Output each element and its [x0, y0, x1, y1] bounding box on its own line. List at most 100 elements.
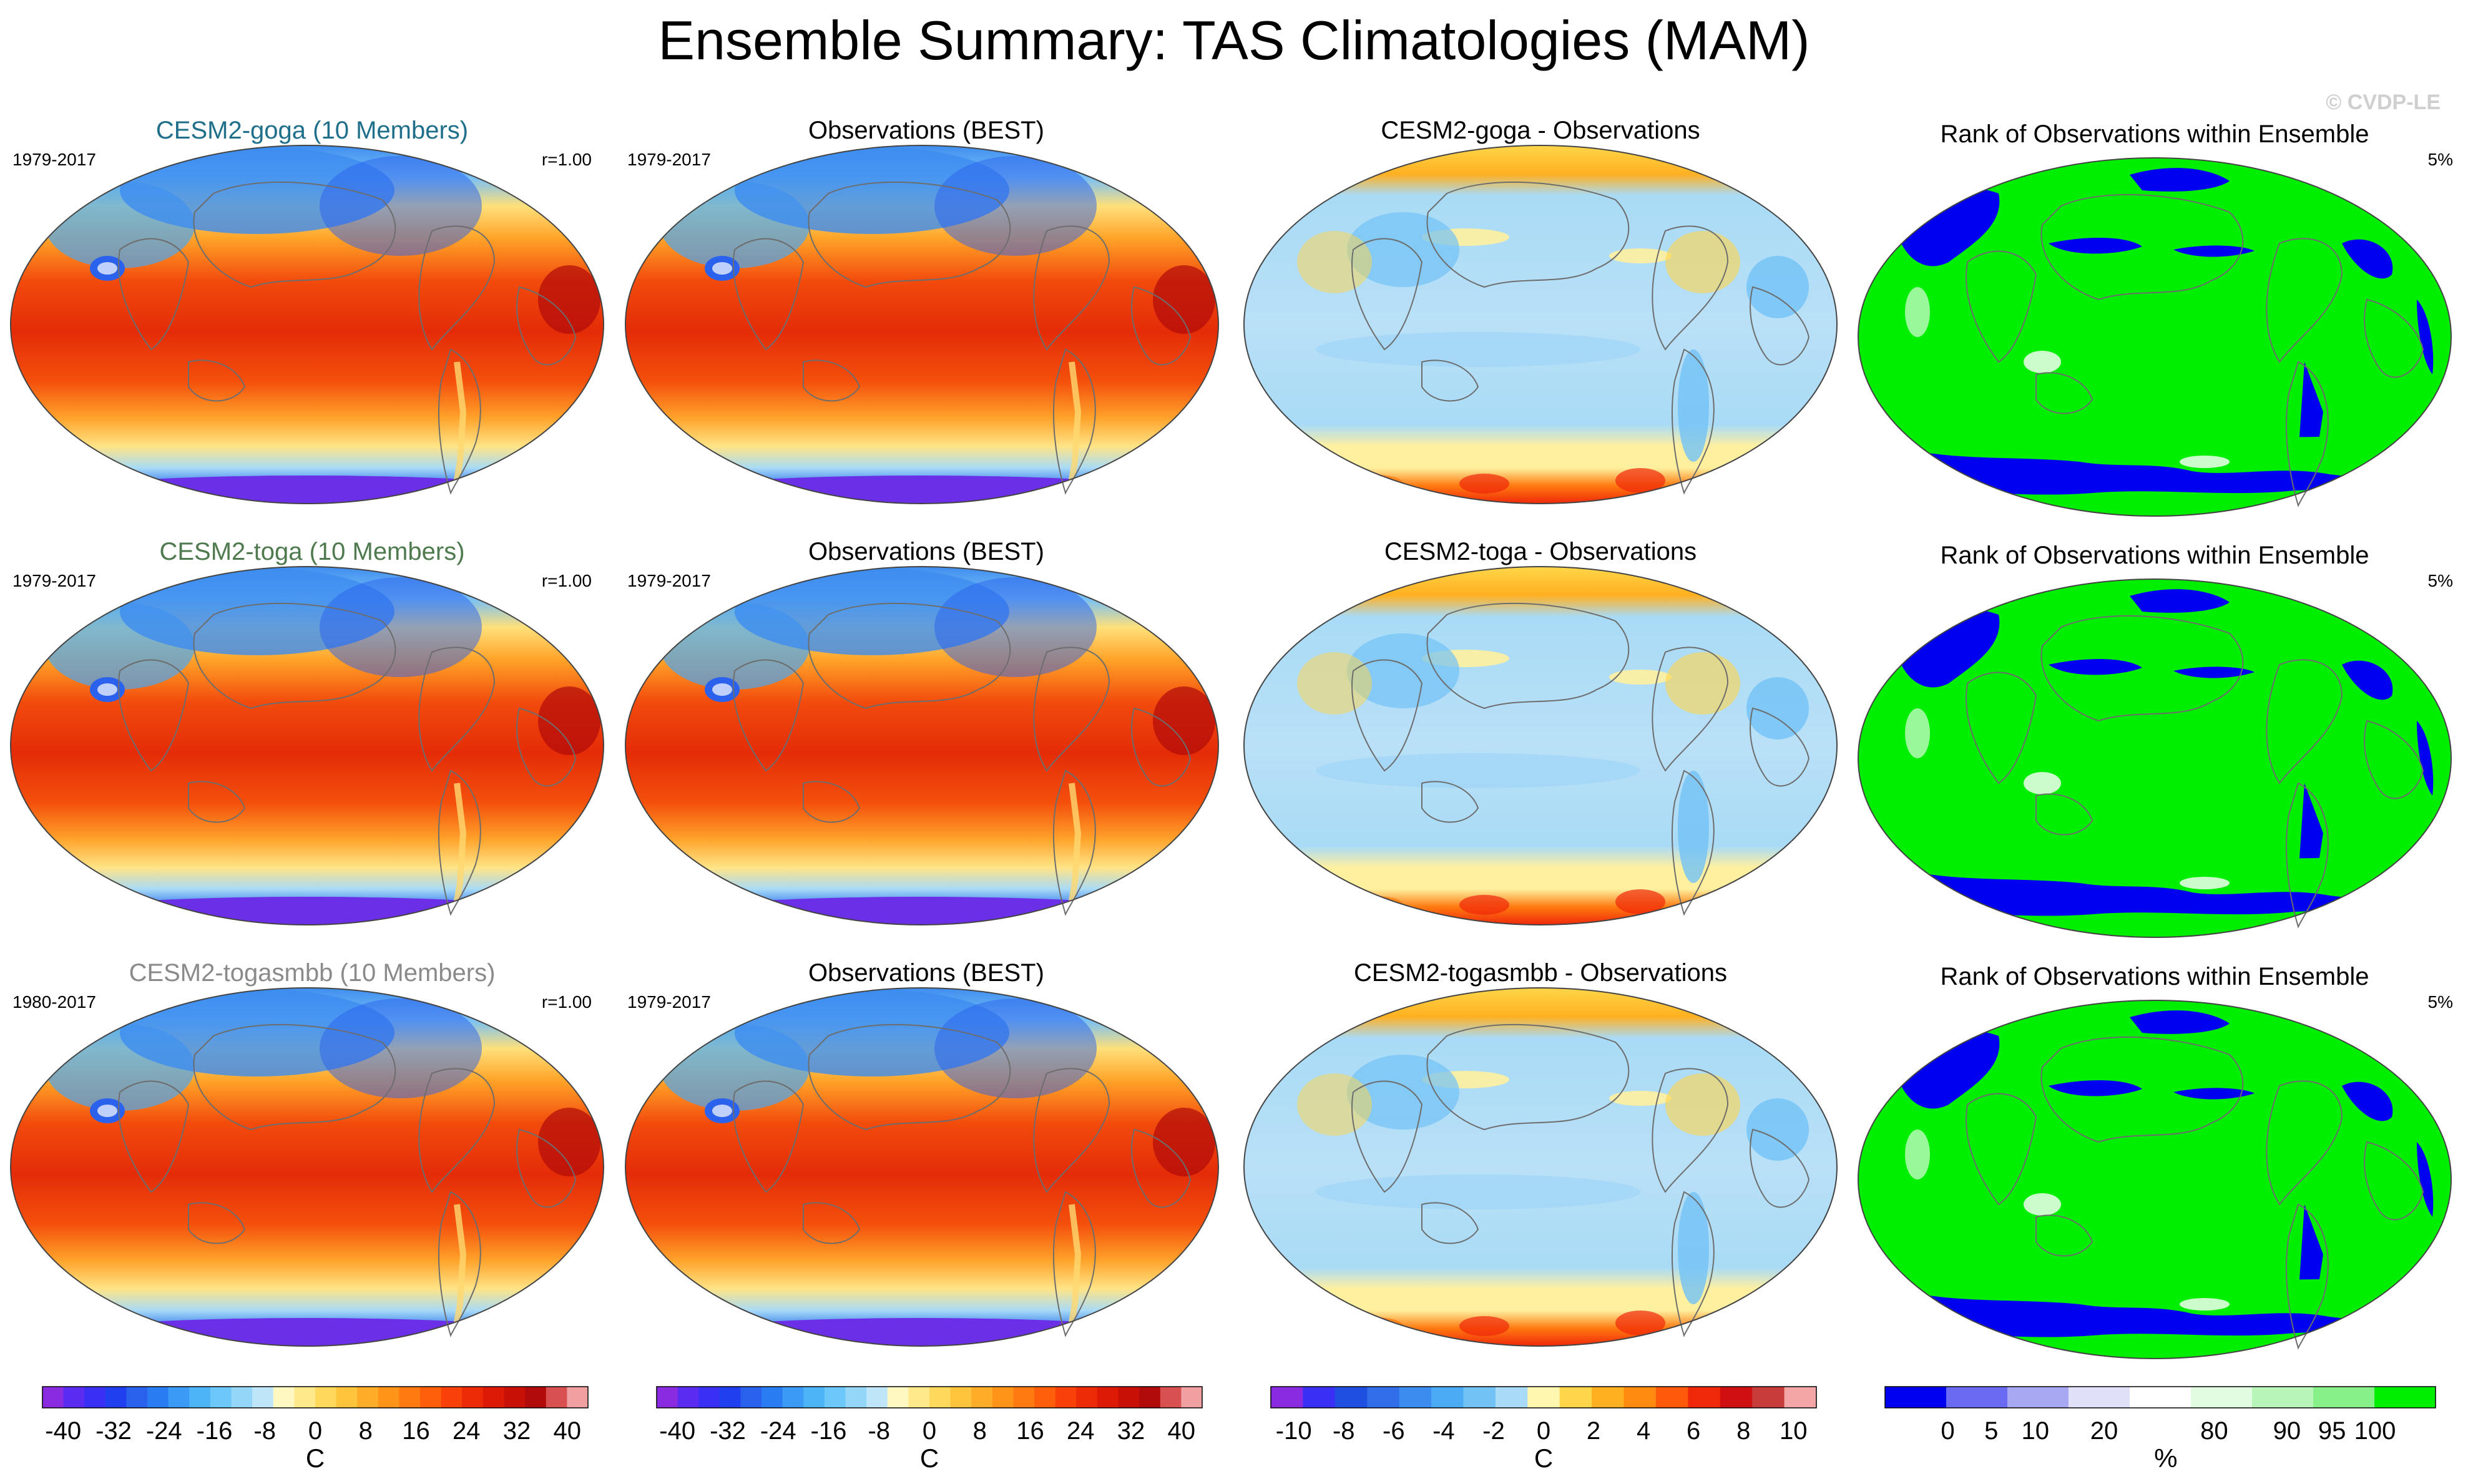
cb-diff-tick-label: -2: [1482, 1417, 1505, 1445]
cb-rank-swatch: [2007, 1387, 2069, 1408]
row3-pattern-corr: r=1.00: [542, 992, 592, 1012]
cb-tas2-tick-label: 40: [1168, 1417, 1196, 1445]
cb-tas1-swatch: [63, 1387, 85, 1408]
row1-obs-title: Observations (BEST): [808, 117, 1044, 144]
cb-rank-tick-label: 20: [2090, 1417, 2118, 1445]
cb-diff-swatch: [1463, 1387, 1496, 1408]
row2-diff-map: [1244, 567, 1837, 925]
cb-tas2-tick-label: 32: [1117, 1417, 1145, 1445]
cb-rank-border: [1884, 1386, 2436, 1408]
cb-tas1-swatch: [168, 1387, 190, 1408]
cb-tas2-swatch: [845, 1387, 867, 1408]
cb-tas2-swatch: [698, 1387, 720, 1408]
cb-diff-swatch: [1271, 1387, 1303, 1408]
cb-tas1-tick-label: -16: [197, 1417, 233, 1445]
row2-obs-years: 1979-2017: [627, 571, 711, 590]
cb-tas2-tick-label: -40: [659, 1417, 695, 1445]
cb-rank-swatch: [2374, 1387, 2436, 1408]
cb-diff-swatch: [1623, 1387, 1657, 1408]
row1-obs-map: [625, 145, 1218, 513]
cb-diff-swatch: [1431, 1387, 1464, 1408]
cb-tas1-swatch: [126, 1387, 148, 1408]
cb-tas1-swatch: [84, 1387, 106, 1408]
row2-model-map: [11, 567, 604, 934]
cb-tas1-swatch: [420, 1387, 442, 1408]
row1-model-years: 1979-2017: [12, 150, 96, 169]
cb-diff-swatch: [1559, 1387, 1592, 1408]
cb-tas2-swatch: [971, 1387, 993, 1408]
cb-tas2-swatch: [677, 1387, 699, 1408]
cb-tas1-swatch: [378, 1387, 399, 1408]
cb-tas2-swatch: [803, 1387, 825, 1408]
cb-tas2-tick-label: -24: [760, 1417, 796, 1445]
cb-tas1-swatch: [105, 1387, 127, 1408]
cb-diff-unit: C: [1534, 1443, 1553, 1473]
row1-pattern-corr: r=1.00: [542, 150, 592, 169]
cb-tas1-swatch: [441, 1387, 463, 1408]
cb-tas1-swatch: [42, 1387, 64, 1408]
colorbar-temperature-2: -40 -32 -24 -16 -8 0 8 16 24 32 40 C: [656, 1386, 1203, 1473]
cb-tas1-swatch: [294, 1387, 316, 1408]
cb-tas1-tick-label: 32: [503, 1417, 531, 1445]
cb-diff-tick-label: -10: [1276, 1417, 1312, 1445]
cb-tas1-swatch: [546, 1387, 567, 1408]
cb-rank-tick-label: 95: [2318, 1417, 2346, 1445]
cb-diff-swatch: [1303, 1387, 1336, 1408]
cb-tas2-swatch: [1013, 1387, 1035, 1408]
cb-tas2-swatch: [1076, 1387, 1098, 1408]
cb-rank-swatch: [2069, 1387, 2130, 1408]
cb-rank-tick-label: 80: [2200, 1417, 2228, 1445]
cb-tas1-swatch: [336, 1387, 358, 1408]
cb-diff-tick-label: 2: [1587, 1417, 1600, 1445]
cb-tas2-swatch: [866, 1387, 888, 1408]
cb-rank-swatch: [1946, 1387, 2008, 1408]
cb-tas2-swatch: [1118, 1387, 1140, 1408]
cb-tas1-swatch: [210, 1387, 232, 1408]
cb-tas1-swatch: [504, 1387, 526, 1408]
cb-diff-tick-label: 4: [1637, 1417, 1650, 1445]
figure-title: Ensemble Summary: TAS Climatologies (MAM…: [658, 9, 1809, 71]
cb-tas2-border: [656, 1386, 1203, 1408]
watermark: © CVDP-LE: [2326, 90, 2441, 114]
cb-diff-swatch: [1720, 1387, 1753, 1408]
row-1: CESM2-goga (10 Members) 1979-2017 r=1.00…: [11, 117, 2453, 516]
row2-obs-title: Observations (BEST): [808, 538, 1044, 565]
row2-model-years: 1979-2017: [12, 571, 96, 590]
cb-diff-tick-label: -4: [1432, 1417, 1455, 1445]
row3-diff-map: [1244, 988, 1837, 1346]
cb-tas1-tick-label: 8: [359, 1417, 373, 1445]
row1-diff-title: CESM2-goga - Observations: [1381, 117, 1700, 144]
cb-tas2-swatch: [887, 1387, 909, 1408]
cb-tas2-swatch: [782, 1387, 804, 1408]
cb-tas1-swatch: [567, 1387, 589, 1408]
cb-tas1-swatch: [525, 1387, 547, 1408]
row1-model-map: [11, 145, 604, 513]
cb-diff-swatch: [1752, 1387, 1785, 1408]
cb-tas1-swatch: [189, 1387, 211, 1408]
cb-tas2-tick-label: -32: [710, 1417, 746, 1445]
row1-diff-map: [1244, 145, 1837, 504]
cb-tas2-tick-label: -8: [868, 1417, 890, 1445]
cb-tas2-swatch: [740, 1387, 762, 1408]
row2-rank-map: [1858, 579, 2451, 937]
cb-tas2-swatch: [657, 1387, 678, 1408]
cb-tas1-swatch: [273, 1387, 295, 1408]
row3-obs-map: [625, 988, 1218, 1355]
cb-diff-swatch: [1527, 1387, 1560, 1408]
cb-rank-tick-label: 10: [2022, 1417, 2050, 1445]
row3-obs-years: 1979-2017: [627, 992, 711, 1012]
cb-tas2-swatch: [950, 1387, 972, 1408]
cb-tas2-swatch: [992, 1387, 1014, 1408]
colorbar-rank: 0 5 10 20 80 90 95 100%: [1884, 1386, 2436, 1473]
cb-tas1-tick-label: 24: [453, 1417, 481, 1445]
row3-obs-title: Observations (BEST): [808, 959, 1044, 987]
cb-diff-tick-label: 0: [1537, 1417, 1550, 1445]
row3-rank-map: [1858, 1000, 2451, 1359]
row2-pattern-corr: r=1.00: [542, 571, 592, 590]
cb-tas2-swatch: [719, 1387, 741, 1408]
cb-tas2-tick-label: 0: [923, 1417, 936, 1445]
cb-tas1-swatch: [231, 1387, 253, 1408]
cb-tas1-tick-label: -24: [146, 1417, 182, 1445]
cb-rank-swatch: [2130, 1387, 2191, 1408]
cb-diff-swatch: [1655, 1387, 1688, 1408]
